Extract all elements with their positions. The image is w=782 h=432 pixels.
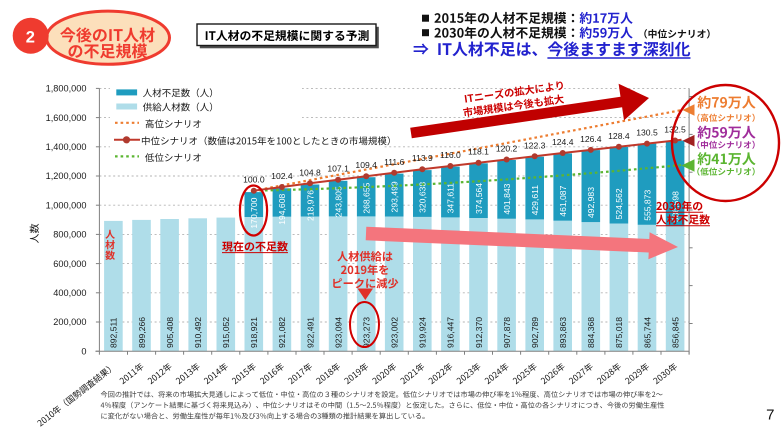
svg-text:461,087: 461,087	[558, 185, 568, 216]
svg-text:1,400,000: 1,400,000	[46, 142, 87, 152]
svg-text:268,655: 268,655	[361, 182, 371, 213]
svg-text:111.6: 111.6	[384, 157, 404, 167]
svg-text:0: 0	[81, 346, 86, 356]
svg-text:7: 7	[766, 407, 774, 424]
svg-text:899,266: 899,266	[137, 317, 147, 348]
svg-text:1,000,000: 1,000,000	[46, 200, 87, 210]
svg-text:293,499: 293,499	[390, 181, 400, 212]
svg-text:1,800,000: 1,800,000	[46, 84, 87, 94]
svg-text:132.5: 132.5	[664, 125, 686, 135]
svg-text:856,845: 856,845	[670, 317, 680, 348]
svg-text:555,873: 555,873	[642, 190, 652, 221]
svg-text:200,000: 200,000	[53, 317, 86, 327]
svg-text:243,805: 243,805	[333, 186, 343, 217]
svg-text:128.4: 128.4	[608, 131, 630, 141]
svg-text:865,744: 865,744	[642, 317, 652, 348]
svg-text:122.3: 122.3	[524, 140, 546, 150]
svg-text:918,921: 918,921	[249, 317, 259, 348]
svg-text:218,976: 218,976	[305, 190, 315, 221]
svg-text:118.1: 118.1	[468, 147, 489, 157]
svg-text:919,924: 919,924	[418, 317, 428, 348]
svg-text:124.4: 124.4	[552, 137, 574, 147]
svg-text:902,789: 902,789	[530, 317, 540, 348]
svg-text:1,200,000: 1,200,000	[46, 171, 87, 181]
svg-text:492,983: 492,983	[586, 187, 596, 218]
svg-text:102.4: 102.4	[271, 171, 293, 181]
svg-text:347,611: 347,611	[446, 183, 456, 214]
svg-text:923,273: 923,273	[361, 317, 371, 348]
svg-text:116.0: 116.0	[440, 150, 461, 160]
svg-text:884,368: 884,368	[586, 317, 596, 348]
svg-text:104.8: 104.8	[299, 167, 321, 177]
svg-text:524,562: 524,562	[614, 188, 624, 219]
svg-text:100.0: 100.0	[243, 175, 265, 185]
svg-text:2: 2	[26, 29, 35, 47]
svg-text:923,094: 923,094	[333, 317, 343, 348]
svg-text:113.9: 113.9	[412, 153, 433, 163]
svg-text:893,863: 893,863	[558, 317, 568, 348]
svg-text:892,511: 892,511	[109, 317, 119, 348]
svg-text:1,600,000: 1,600,000	[46, 113, 87, 123]
svg-text:905,408: 905,408	[165, 317, 175, 348]
svg-text:194,608: 194,608	[277, 194, 287, 225]
svg-text:320,638: 320,638	[418, 182, 428, 213]
svg-text:586,598: 586,598	[670, 191, 680, 222]
svg-text:923,002: 923,002	[390, 317, 400, 348]
svg-text:429,611: 429,611	[530, 185, 540, 216]
svg-text:400,000: 400,000	[53, 288, 86, 298]
svg-text:912,370: 912,370	[474, 317, 484, 348]
svg-text:109.4: 109.4	[355, 160, 377, 170]
svg-text:170,700: 170,700	[249, 197, 259, 228]
svg-text:910,492: 910,492	[193, 317, 203, 348]
svg-text:126.4: 126.4	[580, 134, 602, 144]
svg-text:374,564: 374,564	[474, 183, 484, 214]
svg-text:130.5: 130.5	[636, 128, 658, 138]
svg-text:915,052: 915,052	[221, 317, 231, 348]
svg-text:922,491: 922,491	[305, 317, 315, 348]
svg-text:120.2: 120.2	[496, 143, 518, 153]
svg-text:916,447: 916,447	[446, 317, 456, 348]
svg-text:907,878: 907,878	[502, 317, 512, 348]
svg-text:107.1: 107.1	[327, 164, 349, 174]
svg-text:875,018: 875,018	[614, 317, 624, 348]
svg-text:800,000: 800,000	[53, 230, 86, 240]
svg-text:600,000: 600,000	[53, 259, 86, 269]
svg-text:921,082: 921,082	[277, 317, 287, 348]
svg-text:401,843: 401,843	[502, 183, 512, 214]
